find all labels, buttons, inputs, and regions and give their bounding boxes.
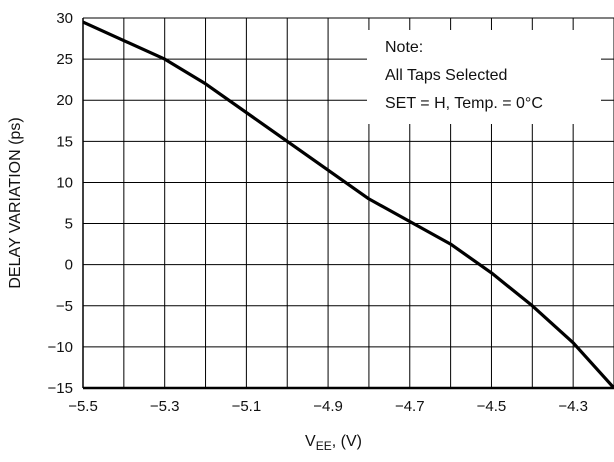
x-axis-title-main: V — [305, 433, 316, 450]
axes — [82, 18, 614, 390]
x-tick-label: −5.1 — [232, 398, 262, 415]
x-axis-title-unit: , (V) — [332, 433, 362, 450]
y-tick-label: 5 — [65, 216, 73, 233]
note-annotation: Note: All Taps Selected SET = H, Temp. = 0… — [367, 30, 601, 124]
x-tick-label: −5.3 — [150, 398, 180, 415]
series-line — [82, 20, 614, 390]
note-line: Note: — [385, 39, 423, 56]
x-axis-title: VEE, (V) — [305, 433, 362, 453]
y-tick-label: 10 — [56, 174, 73, 191]
y-tick-label: 0 — [65, 257, 73, 274]
note-line: All Taps Selected — [385, 67, 507, 84]
x-axis-title-subscript: EE — [316, 439, 332, 453]
y-tick-label: 20 — [56, 92, 73, 109]
note-background — [367, 30, 601, 124]
series-layer — [82, 20, 614, 390]
y-tick-label: 15 — [56, 133, 73, 150]
x-tick-label: −4.3 — [558, 398, 588, 415]
x-tick-label: −4.7 — [395, 398, 425, 415]
y-tick-label: −15 — [48, 380, 73, 397]
y-axis-title: DELAY VARIATION (ps) — [7, 117, 24, 288]
y-tick-label: 30 — [56, 10, 73, 27]
x-tick-label: −4.9 — [313, 398, 343, 415]
x-tick-label: −4.5 — [477, 398, 507, 415]
y-tick-label: −5 — [56, 298, 73, 315]
x-tick-label: −5.5 — [68, 398, 98, 415]
note-line: SET = H, Temp. = 0°C — [385, 95, 543, 112]
tick-labels: −15 −10 −5 0 5 10 15 20 25 30 −5.5 −5.3 −5.1 −4.9 −4.7… — [48, 10, 588, 415]
y-tick-label: −10 — [48, 339, 73, 356]
y-tick-label: 25 — [56, 51, 73, 68]
